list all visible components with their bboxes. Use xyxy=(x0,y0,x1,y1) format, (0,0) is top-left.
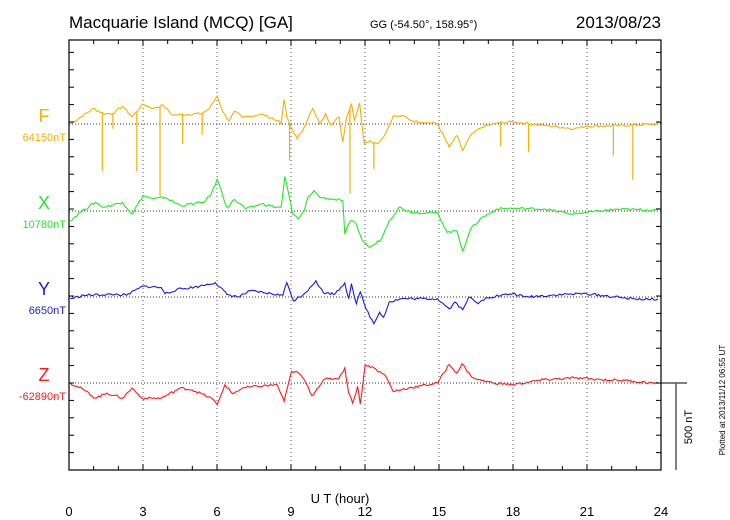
x-tick-label: 18 xyxy=(506,504,520,519)
axes: 0 3 6 9 12 15 18 21 24 xyxy=(65,39,687,519)
component-labels: F 64150nT X 10780nT Y 6650nT Z -62890nT xyxy=(19,106,66,403)
component-name-x: X xyxy=(38,193,50,213)
trace-z xyxy=(69,363,659,407)
x-tick-label: 9 xyxy=(287,504,294,519)
trace-x xyxy=(70,176,662,253)
date-label: 2013/08/23 xyxy=(576,13,661,32)
trace-f xyxy=(69,94,662,152)
baseline-value-y: 6650nT xyxy=(29,305,67,317)
traces xyxy=(69,94,662,407)
x-tick-label: 24 xyxy=(654,504,668,519)
plotted-at-note: Plotted at 2013/11/12 06:55 UT xyxy=(718,345,727,456)
component-name-y: Y xyxy=(38,279,50,299)
component-name-f: F xyxy=(39,106,50,126)
trace-y xyxy=(70,279,659,326)
x-tick-label: 6 xyxy=(213,504,220,519)
baseline-value-f: 64150nT xyxy=(23,132,67,144)
station-coords: GG (-54.50°, 158.95°) xyxy=(370,19,477,31)
station-title: Macquarie Island (MCQ) [GA] xyxy=(69,13,293,32)
x-tick-label: 12 xyxy=(358,504,372,519)
baseline-value-z: -62890nT xyxy=(19,391,66,403)
x-tick-label: 15 xyxy=(432,504,446,519)
grid xyxy=(69,40,661,470)
x-axis-label: U T (hour) xyxy=(311,491,370,506)
x-tick-label: 3 xyxy=(139,504,146,519)
scale-bar-label: 500 nT xyxy=(683,410,695,445)
baseline-value-x: 10780nT xyxy=(23,219,67,231)
x-tick-label: 0 xyxy=(65,504,72,519)
x-tick-label: 21 xyxy=(580,504,594,519)
component-name-z: Z xyxy=(39,365,50,385)
